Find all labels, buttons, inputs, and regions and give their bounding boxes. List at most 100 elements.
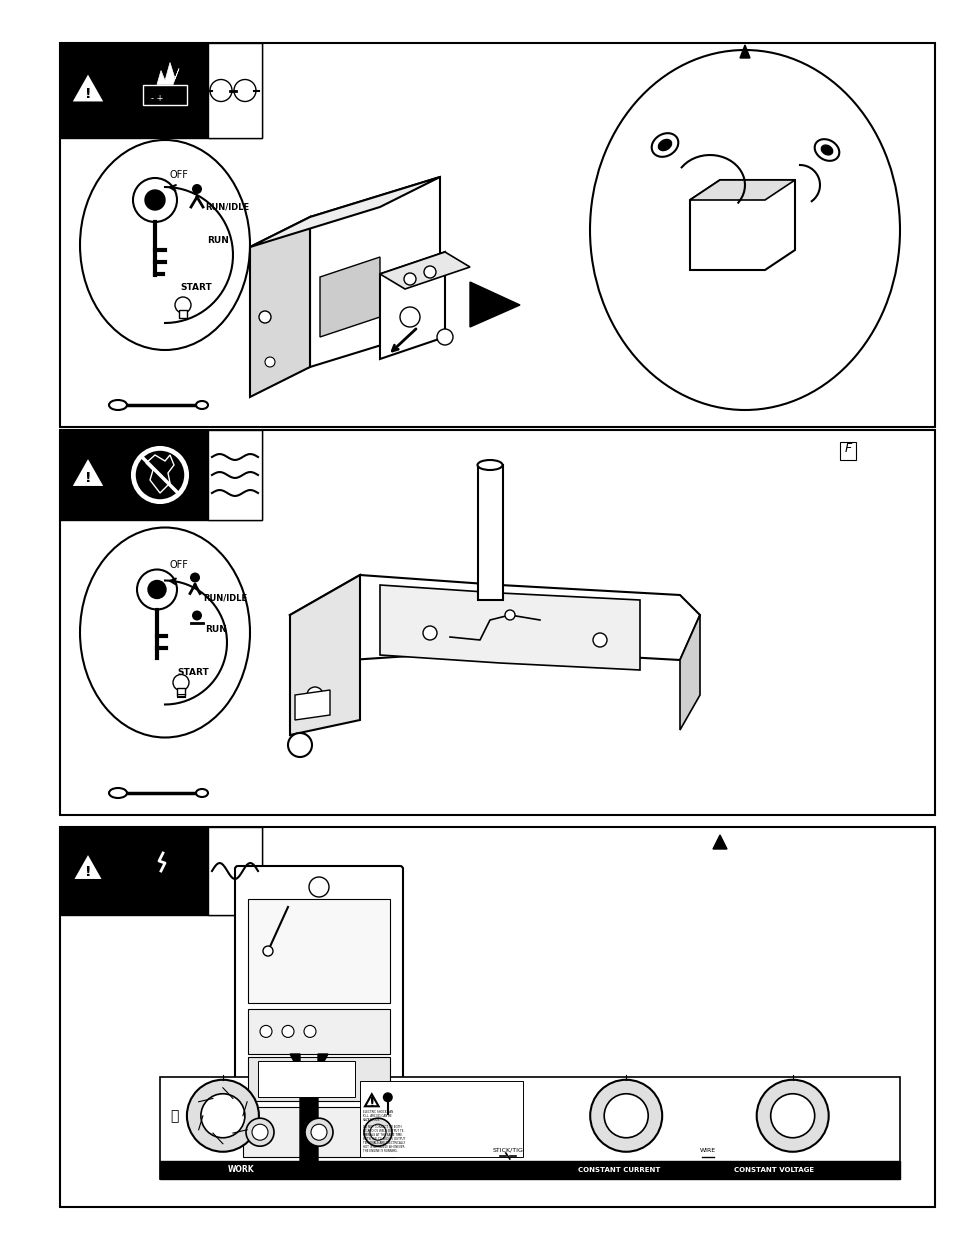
- Circle shape: [174, 296, 191, 312]
- Ellipse shape: [477, 459, 502, 471]
- Polygon shape: [689, 180, 794, 200]
- Text: THE ENGINE IS RUNNING.: THE ENGINE IS RUNNING.: [362, 1149, 397, 1152]
- Ellipse shape: [80, 140, 250, 350]
- Text: STICK/TIG: STICK/TIG: [492, 1149, 522, 1153]
- Bar: [60, 827, 262, 915]
- Text: ELECTRIC SHOCK CAN: ELECTRIC SHOCK CAN: [362, 1110, 393, 1114]
- Circle shape: [252, 1124, 268, 1140]
- Text: - +: - +: [151, 94, 163, 103]
- Ellipse shape: [80, 527, 250, 737]
- Polygon shape: [319, 257, 379, 337]
- Circle shape: [192, 184, 202, 194]
- Bar: [60, 430, 262, 520]
- Text: HAZARDOUS.: HAZARDOUS.: [362, 1118, 380, 1121]
- Polygon shape: [250, 177, 439, 247]
- Text: KILL. ARCING CAN BE: KILL. ARCING CAN BE: [362, 1114, 391, 1118]
- Text: OFF: OFF: [170, 559, 189, 569]
- Text: RUN/IDLE: RUN/IDLE: [205, 203, 249, 211]
- Ellipse shape: [814, 140, 839, 161]
- Polygon shape: [310, 177, 439, 367]
- Bar: [248, 1009, 390, 1053]
- Text: CONSTANT CURRENT: CONSTANT CURRENT: [577, 1167, 659, 1173]
- Bar: [143, 84, 187, 105]
- Circle shape: [364, 1118, 392, 1146]
- Circle shape: [141, 837, 159, 855]
- Circle shape: [590, 1079, 661, 1152]
- Text: F: F: [843, 441, 851, 454]
- Text: !: !: [85, 471, 91, 485]
- Polygon shape: [689, 180, 794, 270]
- Circle shape: [307, 687, 323, 703]
- Text: DO NOT CONNECT TO BOTH: DO NOT CONNECT TO BOTH: [362, 1125, 401, 1129]
- Circle shape: [370, 1124, 386, 1140]
- Circle shape: [593, 634, 606, 647]
- Text: CONSTANT VOLTAGE: CONSTANT VOLTAGE: [734, 1167, 814, 1173]
- Text: WORK: WORK: [228, 1166, 254, 1174]
- Circle shape: [133, 450, 186, 501]
- Polygon shape: [250, 217, 310, 396]
- Circle shape: [260, 1025, 272, 1037]
- Text: BOTH THE CC AND CV OUTPUT: BOTH THE CC AND CV OUTPUT: [362, 1137, 405, 1141]
- Circle shape: [172, 674, 189, 690]
- Text: RUN: RUN: [205, 625, 227, 634]
- Text: OFF: OFF: [170, 170, 189, 180]
- Bar: [359, 1081, 522, 1157]
- Circle shape: [305, 1118, 333, 1146]
- Circle shape: [282, 1025, 294, 1037]
- Polygon shape: [71, 457, 105, 487]
- Ellipse shape: [821, 144, 832, 154]
- Circle shape: [770, 1094, 814, 1137]
- Polygon shape: [379, 585, 639, 671]
- Text: RUN/IDLE: RUN/IDLE: [203, 593, 247, 601]
- Polygon shape: [72, 853, 103, 881]
- Circle shape: [190, 573, 200, 583]
- Circle shape: [210, 79, 232, 101]
- Circle shape: [137, 569, 177, 610]
- Ellipse shape: [109, 788, 127, 798]
- Circle shape: [148, 580, 166, 599]
- Polygon shape: [290, 576, 700, 659]
- Text: RMINALS AT THE SAME TIME.: RMINALS AT THE SAME TIME.: [362, 1132, 402, 1137]
- Circle shape: [504, 610, 515, 620]
- Circle shape: [304, 1025, 315, 1037]
- Circle shape: [311, 1124, 327, 1140]
- Circle shape: [382, 1092, 393, 1103]
- Polygon shape: [157, 63, 179, 84]
- Bar: [160, 1161, 899, 1179]
- Circle shape: [399, 308, 419, 327]
- Circle shape: [233, 79, 255, 101]
- Ellipse shape: [658, 140, 671, 151]
- Text: !: !: [85, 864, 91, 879]
- Text: RUN: RUN: [207, 236, 229, 245]
- Circle shape: [145, 190, 165, 210]
- Circle shape: [246, 1118, 274, 1146]
- Circle shape: [603, 1094, 647, 1137]
- Text: ⏚: ⏚: [171, 1109, 179, 1123]
- Bar: [208, 43, 262, 138]
- Circle shape: [288, 734, 312, 757]
- Circle shape: [265, 357, 274, 367]
- Polygon shape: [470, 282, 519, 327]
- Bar: [179, 310, 187, 317]
- Bar: [248, 1057, 390, 1102]
- Circle shape: [436, 329, 453, 345]
- Ellipse shape: [589, 49, 899, 410]
- Bar: [840, 442, 855, 459]
- Bar: [208, 430, 262, 520]
- Circle shape: [132, 447, 188, 503]
- Text: HOT (ENERGIZED) WHENEVER: HOT (ENERGIZED) WHENEVER: [362, 1145, 404, 1149]
- Ellipse shape: [651, 133, 678, 157]
- Polygon shape: [740, 44, 749, 58]
- Text: !: !: [368, 1095, 375, 1110]
- Text: TERMINALS ARE ELECTRICALLY: TERMINALS ARE ELECTRICALLY: [362, 1141, 405, 1145]
- Bar: [208, 827, 262, 915]
- Text: START: START: [177, 668, 209, 677]
- Bar: [243, 1108, 395, 1157]
- Polygon shape: [146, 454, 173, 493]
- Bar: [257, 1061, 355, 1098]
- Polygon shape: [294, 690, 330, 720]
- Polygon shape: [679, 615, 700, 730]
- Polygon shape: [379, 252, 470, 289]
- Polygon shape: [365, 1094, 378, 1107]
- Bar: [160, 1077, 899, 1179]
